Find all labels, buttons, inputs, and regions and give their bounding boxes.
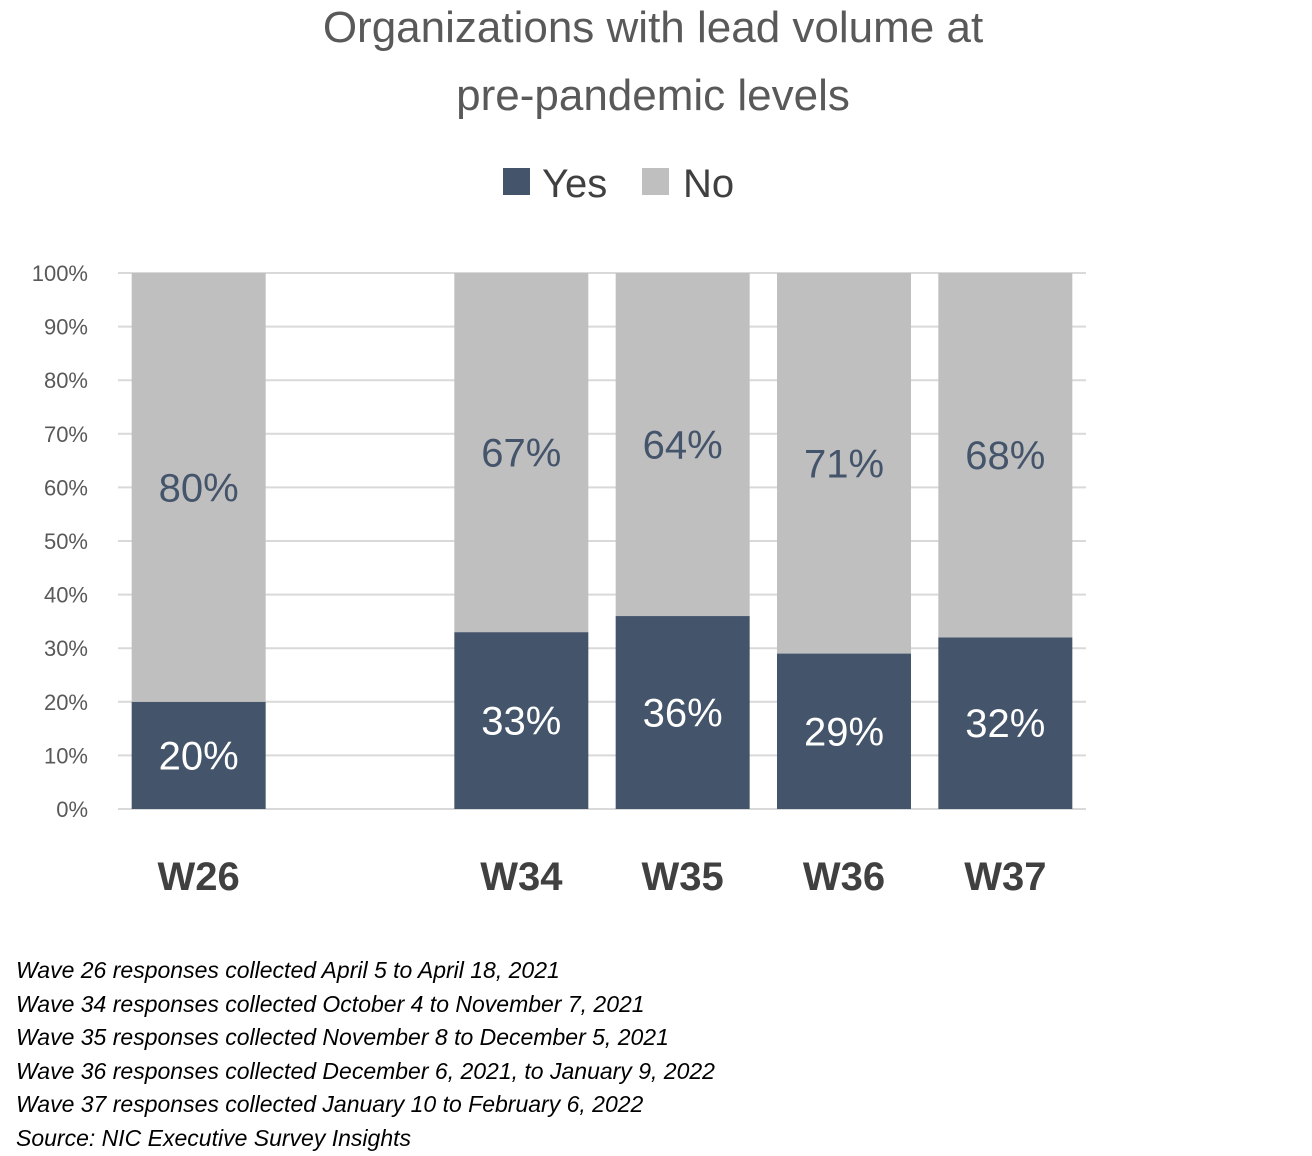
bar-yes bbox=[615, 616, 750, 809]
chart-title-line-1: Organizations with lead volume at bbox=[323, 3, 983, 52]
x-tick-label: W37 bbox=[964, 855, 1046, 899]
data-label-yes: 33% bbox=[481, 700, 561, 744]
legend-label-yes: Yes bbox=[542, 162, 607, 206]
footnote-wave-36: Wave 36 responses collected December 6, … bbox=[16, 1057, 715, 1084]
bar-yes bbox=[938, 637, 1073, 809]
y-tick-label: 0% bbox=[56, 797, 88, 822]
x-tick-label: W36 bbox=[803, 855, 885, 899]
data-label-yes: 29% bbox=[804, 710, 884, 754]
data-label-yes: 20% bbox=[159, 734, 239, 778]
bar-yes bbox=[131, 701, 266, 809]
data-label-yes: 32% bbox=[965, 702, 1045, 746]
data-labels: 20% 80% 33% 67% 36% 64% 29% 71% 32% 68% bbox=[159, 424, 1046, 779]
y-tick-label: 80% bbox=[44, 368, 88, 393]
bars bbox=[131, 273, 1073, 809]
legend: Yes No bbox=[503, 162, 734, 206]
x-axis: W26 W34 W35 W36 W37 bbox=[158, 855, 1047, 899]
gridlines bbox=[118, 272, 1086, 810]
y-tick-label: 70% bbox=[44, 422, 88, 447]
legend-swatch-yes bbox=[503, 168, 530, 195]
y-tick-label: 20% bbox=[44, 690, 88, 715]
legend-swatch-no bbox=[642, 168, 669, 195]
data-label-no: 71% bbox=[804, 442, 884, 486]
data-label-no: 67% bbox=[481, 432, 561, 476]
y-tick-label: 50% bbox=[44, 529, 88, 554]
y-tick-label: 100% bbox=[32, 261, 88, 286]
bar-no bbox=[615, 273, 750, 617]
footnote-wave-35: Wave 35 responses collected November 8 t… bbox=[16, 1024, 669, 1050]
y-axis: 0% 10% 20% 30% 40% 50% 60% 70% 80% 90% 100% bbox=[32, 261, 88, 822]
data-label-no: 64% bbox=[643, 424, 723, 468]
chart-title: Organizations with lead volume at pre-pa… bbox=[323, 3, 983, 120]
bar-no bbox=[777, 273, 911, 654]
footnote-wave-34: Wave 34 responses collected October 4 to… bbox=[16, 990, 645, 1017]
data-label-yes: 36% bbox=[643, 692, 723, 736]
data-label-no: 80% bbox=[159, 466, 239, 510]
legend-label-no: No bbox=[683, 162, 734, 206]
footnote-source: Source: NIC Executive Survey Insights bbox=[16, 1124, 411, 1151]
chart-title-line-2: pre-pandemic levels bbox=[456, 71, 850, 120]
y-tick-label: 90% bbox=[44, 315, 88, 340]
x-tick-label: W34 bbox=[480, 855, 563, 899]
y-tick-label: 60% bbox=[44, 475, 88, 500]
footnotes: Wave 26 responses collected April 5 to A… bbox=[16, 954, 715, 1155]
bar-no bbox=[938, 273, 1073, 638]
bar-no bbox=[454, 273, 589, 633]
y-tick-label: 40% bbox=[44, 583, 88, 608]
footnote-wave-37: Wave 37 responses collected January 10 t… bbox=[16, 1091, 644, 1117]
data-label-no: 68% bbox=[965, 434, 1045, 478]
footnote-wave-26: Wave 26 responses collected April 5 to A… bbox=[16, 957, 560, 983]
y-tick-label: 10% bbox=[44, 743, 88, 768]
y-tick-label: 30% bbox=[44, 636, 88, 661]
x-tick-label: W35 bbox=[642, 855, 724, 899]
bar-yes bbox=[777, 653, 911, 809]
x-tick-label: W26 bbox=[158, 855, 240, 899]
bar-no bbox=[131, 273, 266, 702]
bar-yes bbox=[454, 632, 589, 809]
